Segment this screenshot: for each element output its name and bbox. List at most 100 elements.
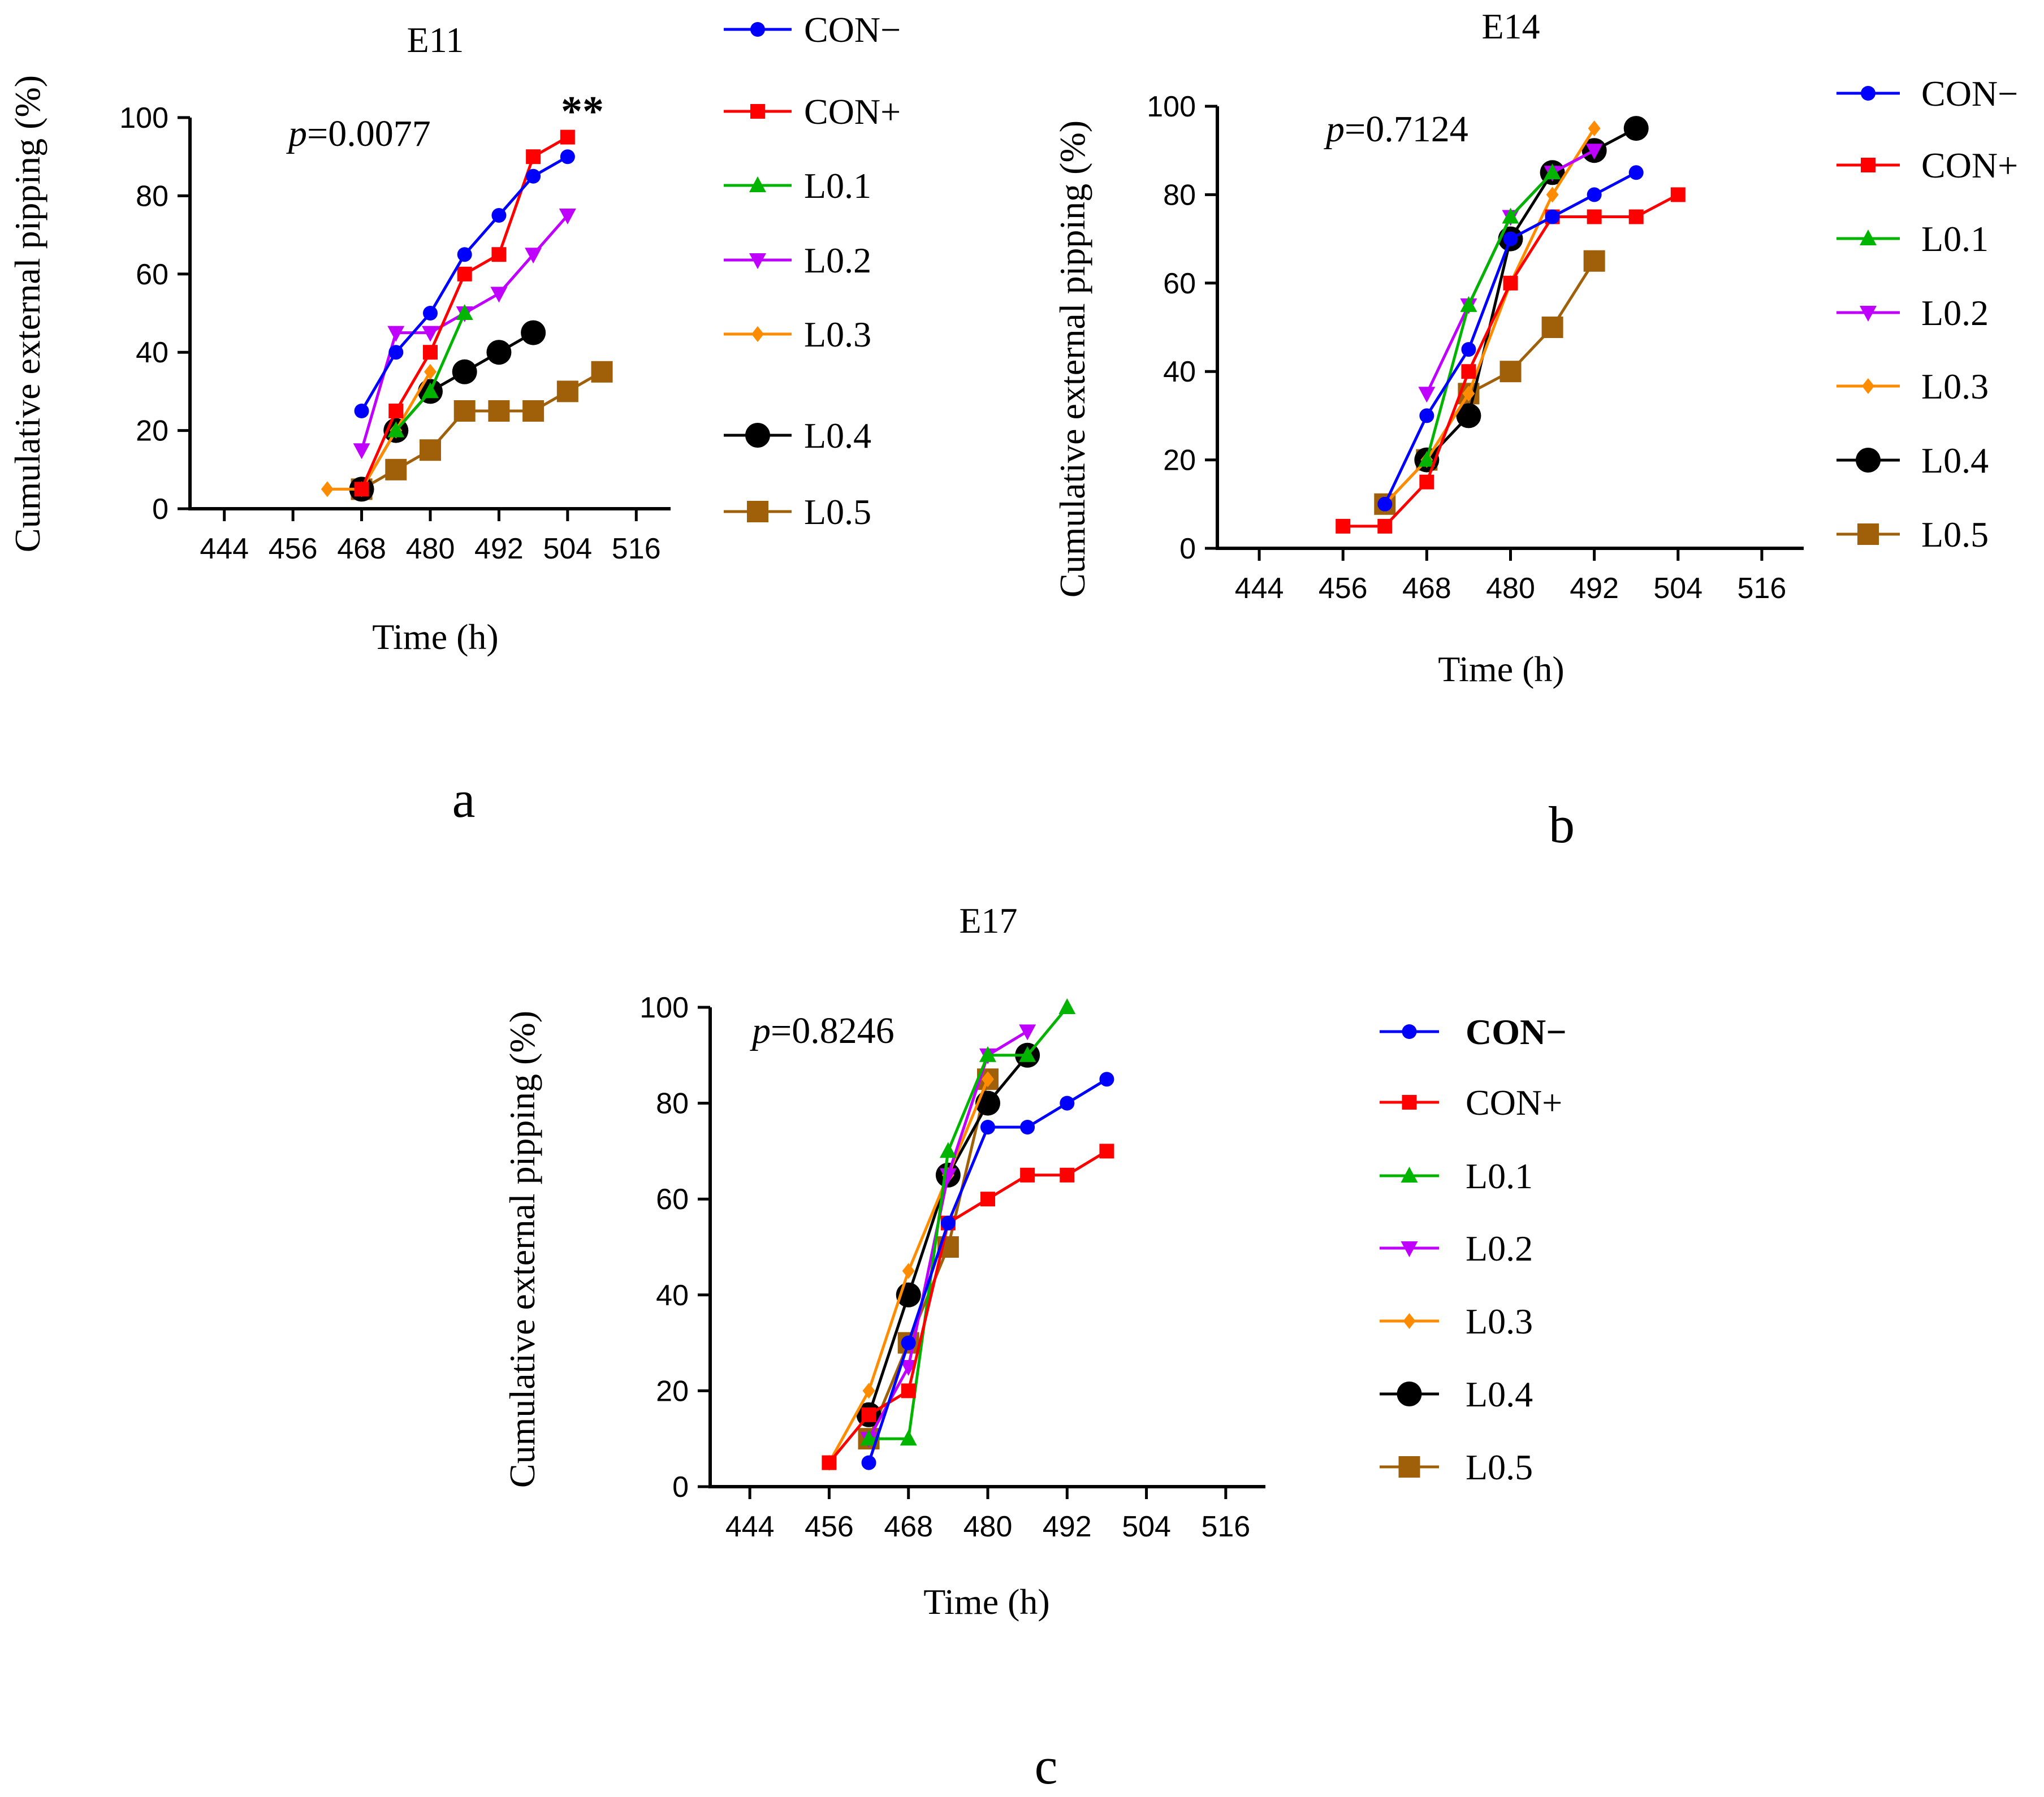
data-point bbox=[560, 149, 575, 164]
data-point bbox=[861, 1455, 876, 1470]
y-tick-label: 20 bbox=[656, 1375, 689, 1408]
legend-label: L0.1 bbox=[1466, 1156, 1533, 1196]
data-point bbox=[488, 400, 510, 422]
data-point bbox=[453, 400, 476, 422]
legend-label: CON− bbox=[1466, 1012, 1567, 1052]
legend-label: L0.4 bbox=[1466, 1374, 1533, 1414]
legend: CON− CON+ L0.1 L0.2 L0.3 L0.4 L0.5 bbox=[724, 10, 901, 532]
legend-item: L0.5 bbox=[1380, 1447, 1533, 1487]
data-point bbox=[862, 1383, 875, 1399]
legend-item: L0.1 bbox=[1836, 219, 1989, 259]
chart-panel-b: 444 456 468 480 492 504 516 0 20 40 60 80 100 E14 p=0.… bbox=[1052, 6, 2018, 854]
series-CONminus bbox=[861, 1072, 1114, 1470]
data-point bbox=[422, 326, 439, 342]
series-L05 bbox=[1374, 250, 1605, 515]
y-tick-label: 20 bbox=[1163, 444, 1196, 477]
data-point bbox=[1019, 1046, 1036, 1062]
legend-marker bbox=[747, 501, 768, 522]
legend-marker bbox=[749, 253, 766, 269]
legend-item: L0.2 bbox=[724, 240, 871, 280]
legend-item: CON+ bbox=[724, 92, 901, 132]
legend-marker bbox=[745, 423, 770, 448]
data-point bbox=[1628, 209, 1644, 224]
legend-label: CON− bbox=[804, 10, 901, 50]
data-point bbox=[979, 1046, 996, 1062]
y-tick-label: 40 bbox=[136, 336, 168, 369]
legend-label: L0.3 bbox=[1921, 366, 1989, 406]
chart-panel-c: 444 456 468 480 492 504 516 0 20 40 60 80 100 E17 p=0.… bbox=[502, 900, 1567, 1795]
series-line bbox=[868, 1006, 1069, 1440]
legend-item: CON− bbox=[1836, 73, 2018, 114]
data-point bbox=[1546, 187, 1559, 203]
data-point bbox=[1060, 1095, 1075, 1111]
legend-label: L0.4 bbox=[804, 415, 871, 456]
data-point bbox=[1503, 275, 1518, 291]
data-point bbox=[1099, 1072, 1114, 1087]
legend-item: L0.1 bbox=[724, 166, 871, 206]
data-point bbox=[900, 1360, 917, 1376]
chart-panel-a: 444 456 468 480 492 504 516 0 20 40 60 80 100 E11 p=0.… bbox=[7, 10, 901, 828]
series-line bbox=[1384, 127, 1596, 505]
legend-marker bbox=[1401, 1167, 1418, 1183]
legend-item: L0.3 bbox=[724, 314, 871, 354]
p-value-annotation: p=0.7124 bbox=[1324, 109, 1468, 150]
series-line bbox=[1425, 171, 1554, 461]
legend-item: L0.3 bbox=[1836, 366, 1989, 406]
data-point bbox=[1541, 317, 1563, 338]
data-point bbox=[526, 149, 541, 164]
p-value-annotation: p=0.8246 bbox=[750, 1010, 894, 1051]
y-tick-label: 80 bbox=[136, 180, 168, 213]
series-CONminus bbox=[1377, 165, 1644, 512]
series-CONminus bbox=[354, 149, 575, 418]
x-axis-label: Time (h) bbox=[372, 617, 498, 657]
data-point bbox=[1502, 207, 1519, 224]
data-point bbox=[526, 168, 541, 184]
data-point bbox=[1099, 1144, 1114, 1159]
y-tick-label: 40 bbox=[1163, 356, 1196, 388]
series-L03 bbox=[823, 1071, 994, 1471]
data-point bbox=[901, 1335, 916, 1350]
x-tick-label: 516 bbox=[1201, 1510, 1250, 1543]
legend-marker bbox=[751, 326, 764, 342]
data-point bbox=[521, 320, 546, 345]
legend-marker bbox=[1402, 1095, 1417, 1110]
x-tick-label: 456 bbox=[1319, 572, 1368, 605]
data-point bbox=[1336, 518, 1351, 534]
data-point bbox=[1461, 364, 1476, 379]
series-line bbox=[867, 1054, 1029, 1415]
x-tick-label: 516 bbox=[612, 532, 661, 565]
legend-item: L0.2 bbox=[1836, 293, 1989, 333]
data-point bbox=[1544, 163, 1561, 180]
data-point bbox=[457, 247, 472, 262]
y-tick-label: 20 bbox=[136, 415, 168, 448]
data-point bbox=[321, 481, 334, 497]
data-point bbox=[457, 266, 472, 282]
data-point bbox=[423, 345, 438, 360]
y-tick-label: 0 bbox=[672, 1471, 689, 1504]
data-point bbox=[491, 208, 507, 223]
x-tick-label: 504 bbox=[1653, 572, 1702, 605]
p-value-number: =0.8246 bbox=[771, 1010, 894, 1051]
data-point bbox=[1419, 408, 1434, 423]
data-point bbox=[1503, 231, 1518, 246]
legend-label: CON+ bbox=[1921, 145, 2018, 185]
y-tick-label: 0 bbox=[1179, 532, 1196, 565]
legend: CON− CON+ L0.1 L0.2 L0.3 L0.4 L0.5 bbox=[1380, 1012, 1567, 1487]
data-point bbox=[560, 129, 575, 145]
legend-label: L0.2 bbox=[1466, 1228, 1533, 1268]
x-tick-label: 516 bbox=[1738, 572, 1787, 605]
data-point bbox=[982, 1071, 994, 1088]
data-point bbox=[522, 400, 545, 422]
data-point bbox=[1587, 209, 1602, 224]
y-tick-label: 40 bbox=[656, 1279, 689, 1312]
p-value-annotation: p=0.0077 bbox=[286, 113, 431, 154]
series-CONplus bbox=[822, 1144, 1114, 1470]
legend-item: L0.5 bbox=[1836, 514, 1989, 555]
legend-label: L0.4 bbox=[1921, 440, 1989, 480]
legend-item: L0.1 bbox=[1380, 1156, 1533, 1196]
data-point bbox=[1462, 386, 1475, 402]
data-point bbox=[452, 359, 477, 384]
data-point bbox=[354, 482, 369, 497]
data-point bbox=[388, 404, 404, 418]
legend-marker bbox=[1403, 1313, 1416, 1329]
